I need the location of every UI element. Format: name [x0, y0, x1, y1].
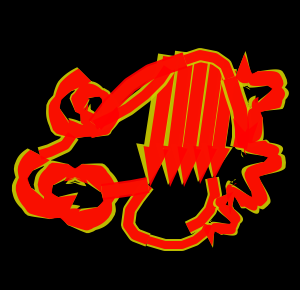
Polygon shape — [226, 122, 282, 215]
Polygon shape — [233, 54, 285, 145]
Polygon shape — [225, 120, 286, 218]
Polygon shape — [203, 191, 243, 248]
Polygon shape — [163, 53, 194, 187]
Polygon shape — [38, 130, 79, 163]
Polygon shape — [147, 223, 212, 249]
Polygon shape — [178, 56, 208, 187]
Polygon shape — [92, 64, 175, 132]
Polygon shape — [16, 150, 116, 230]
Polygon shape — [146, 223, 214, 251]
Polygon shape — [49, 69, 119, 138]
Polygon shape — [123, 182, 152, 245]
Polygon shape — [101, 179, 149, 198]
Polygon shape — [208, 69, 236, 180]
Polygon shape — [121, 181, 154, 246]
Polygon shape — [183, 50, 235, 80]
Polygon shape — [223, 76, 249, 149]
Polygon shape — [90, 54, 187, 128]
Polygon shape — [193, 61, 224, 184]
Polygon shape — [204, 192, 240, 246]
Polygon shape — [185, 177, 222, 234]
Polygon shape — [233, 51, 289, 149]
Polygon shape — [155, 51, 195, 185]
Polygon shape — [88, 52, 188, 130]
Polygon shape — [201, 67, 237, 178]
Polygon shape — [143, 56, 177, 187]
Polygon shape — [183, 48, 236, 81]
Polygon shape — [39, 132, 76, 160]
Polygon shape — [170, 54, 209, 185]
Polygon shape — [101, 177, 149, 200]
Polygon shape — [186, 177, 220, 233]
Polygon shape — [12, 148, 120, 233]
Polygon shape — [136, 53, 178, 185]
Polygon shape — [93, 65, 172, 130]
Polygon shape — [46, 67, 122, 139]
Polygon shape — [220, 75, 252, 150]
Polygon shape — [186, 59, 224, 182]
